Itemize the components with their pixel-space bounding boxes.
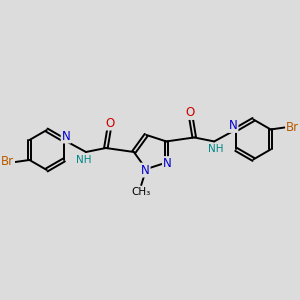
Text: O: O <box>186 106 195 119</box>
Text: Br: Br <box>1 155 14 169</box>
Text: N: N <box>229 119 238 132</box>
Text: CH₃: CH₃ <box>132 187 151 197</box>
Text: N: N <box>61 130 70 142</box>
Text: NH: NH <box>208 144 224 154</box>
Text: O: O <box>105 117 115 130</box>
Text: N: N <box>141 164 150 177</box>
Text: N: N <box>163 157 172 170</box>
Text: NH: NH <box>76 155 92 165</box>
Text: Br: Br <box>286 121 299 134</box>
